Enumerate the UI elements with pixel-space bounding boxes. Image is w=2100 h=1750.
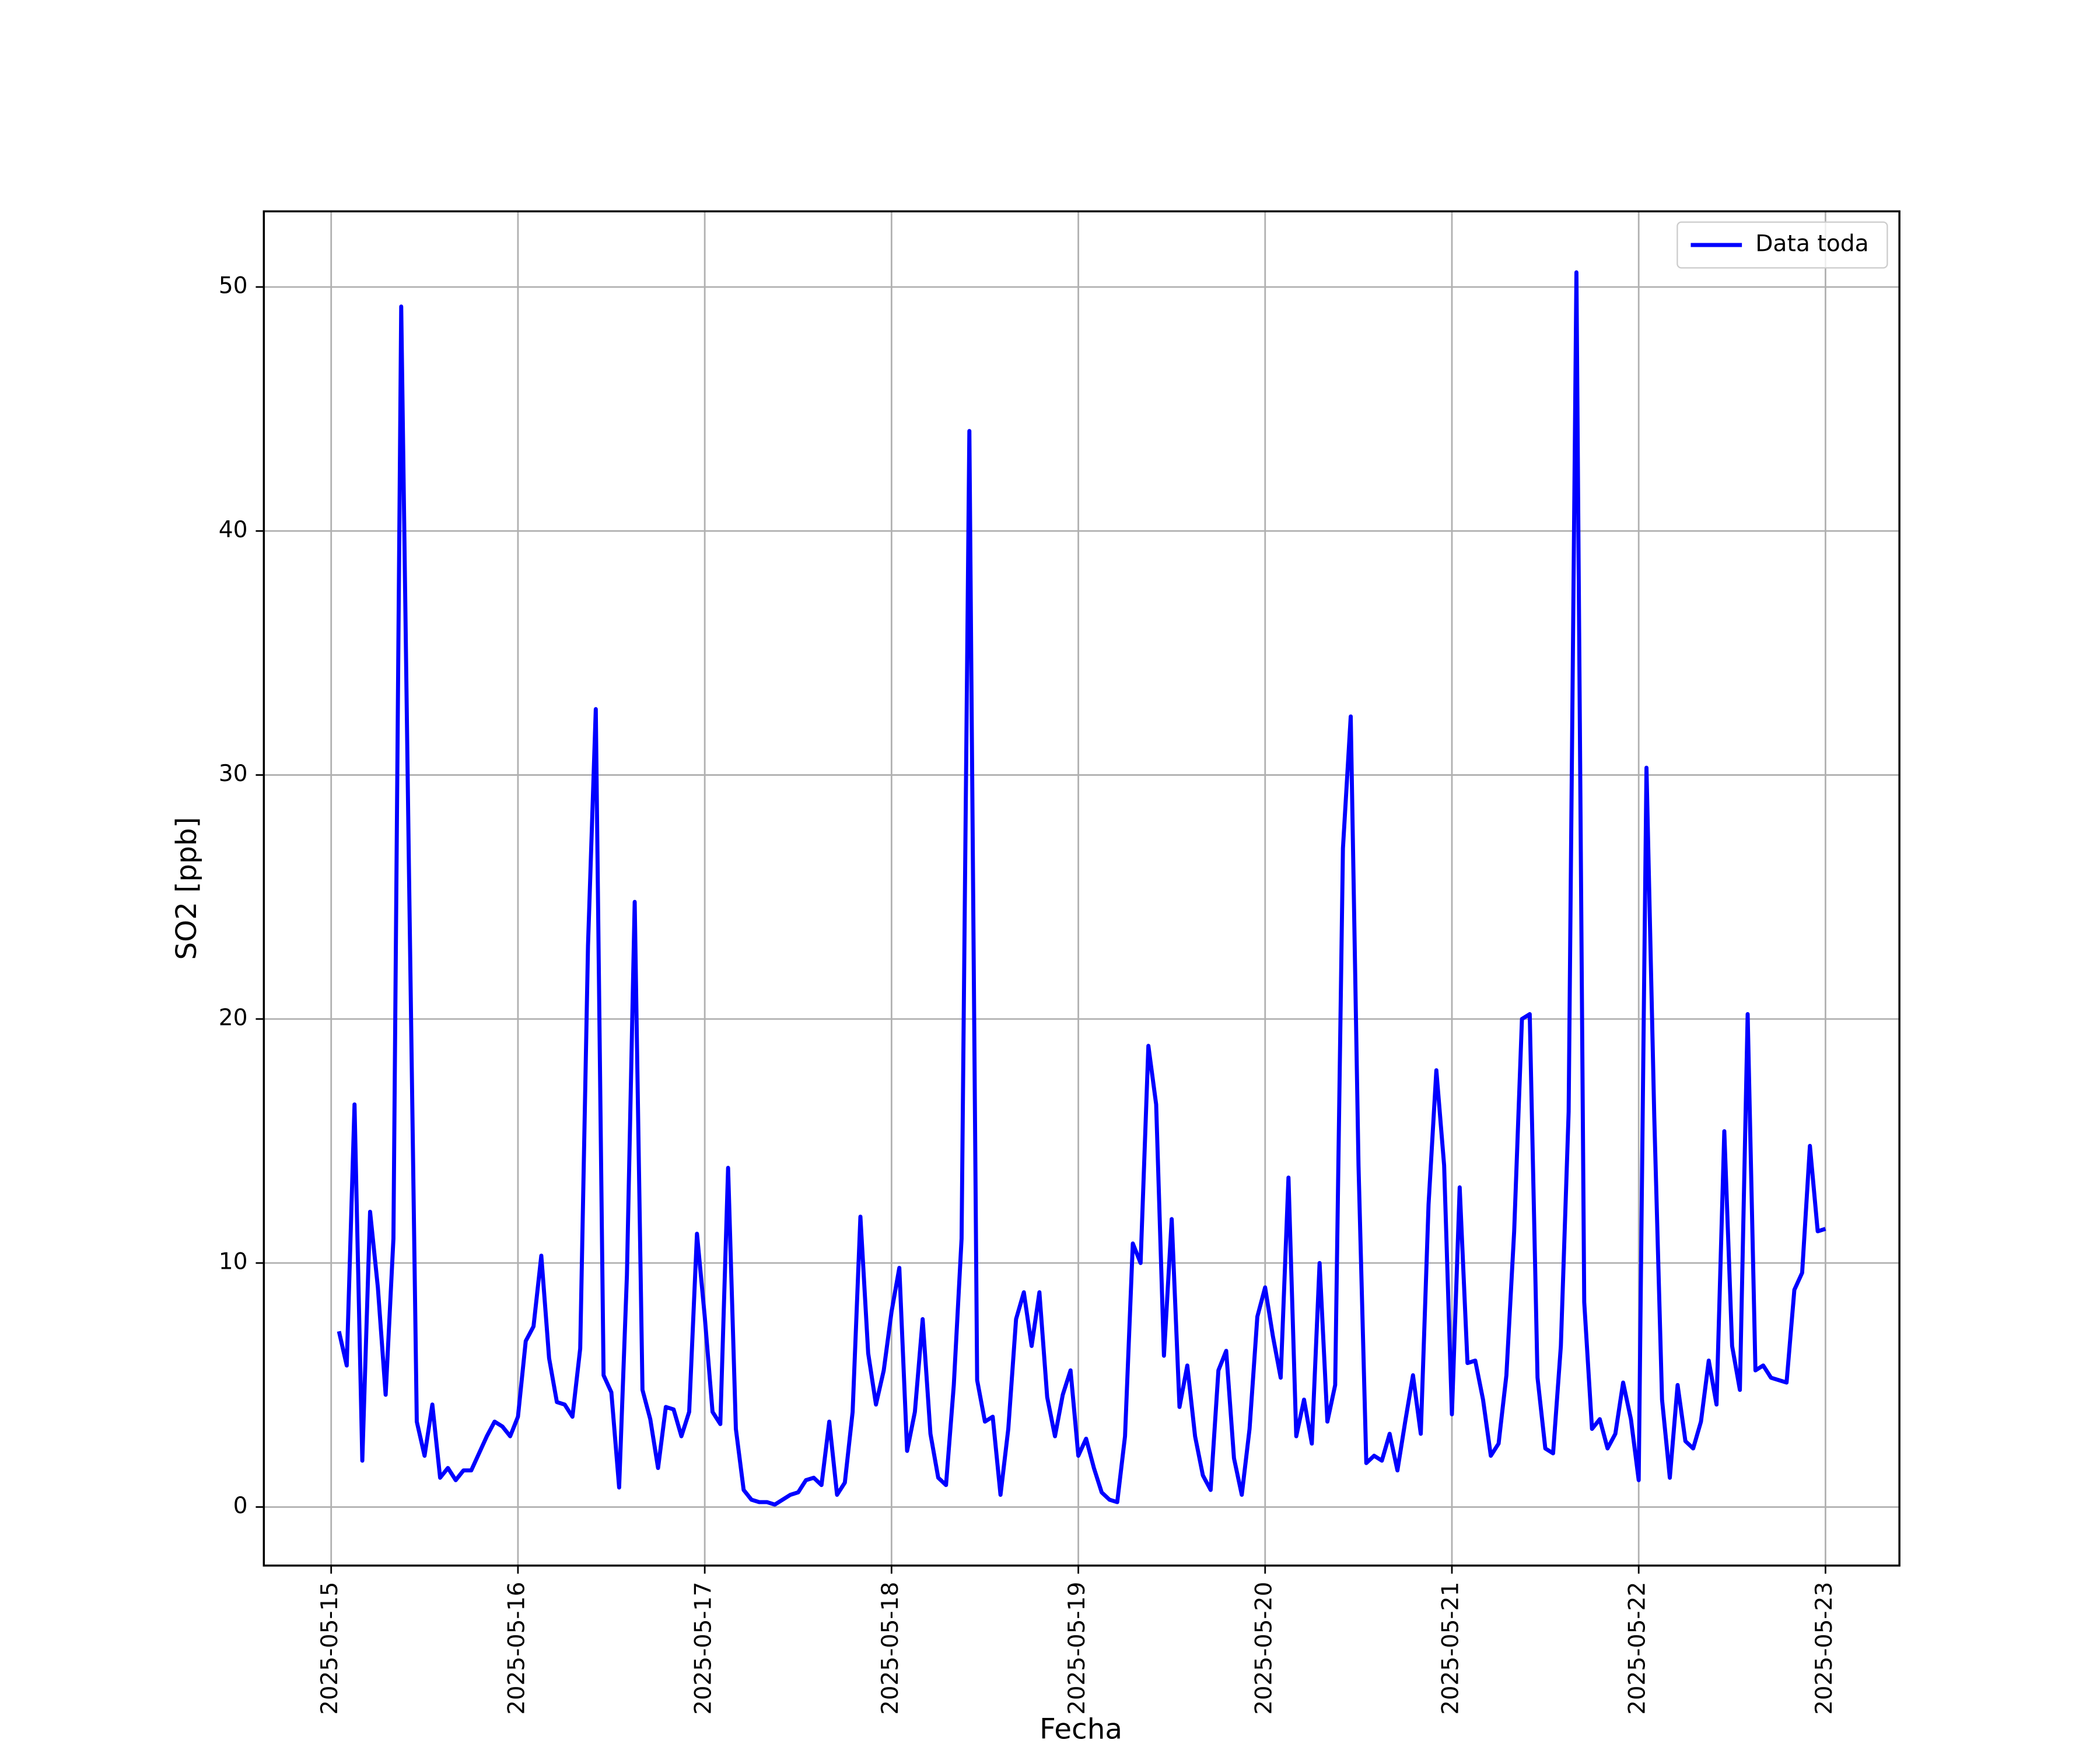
- x-tick-label: 2025-05-18: [877, 1582, 904, 1715]
- x-axis-label: Fecha: [1040, 1713, 1122, 1746]
- legend-box: [1676, 221, 1888, 269]
- y-tick-label: 20: [219, 1005, 248, 1031]
- y-tick-label: 0: [233, 1493, 248, 1519]
- x-tick-label: 2025-05-23: [1811, 1582, 1838, 1715]
- y-tick-label: 50: [219, 272, 248, 299]
- x-tick-label: 2025-05-22: [1625, 1582, 1651, 1715]
- y-tick-label: 30: [219, 761, 248, 787]
- legend-label: Data toda: [1755, 231, 1868, 257]
- data-line: [337, 270, 1826, 1507]
- y-tick-label: 40: [219, 517, 248, 543]
- x-tick-label: 2025-05-20: [1251, 1582, 1277, 1715]
- y-axis-label: SO2 [ppb]: [170, 817, 203, 960]
- x-tick-label: 2025-05-15: [317, 1582, 343, 1715]
- y-tick-label: 10: [219, 1249, 248, 1275]
- plot-frame: [262, 210, 1901, 1567]
- x-tick-label: 2025-05-16: [503, 1582, 530, 1715]
- x-tick-label: 2025-05-21: [1437, 1582, 1464, 1715]
- legend: Data toda: [1676, 221, 1888, 269]
- x-tick-label: 2025-05-19: [1064, 1582, 1090, 1715]
- x-tick-label: 2025-05-17: [691, 1582, 717, 1715]
